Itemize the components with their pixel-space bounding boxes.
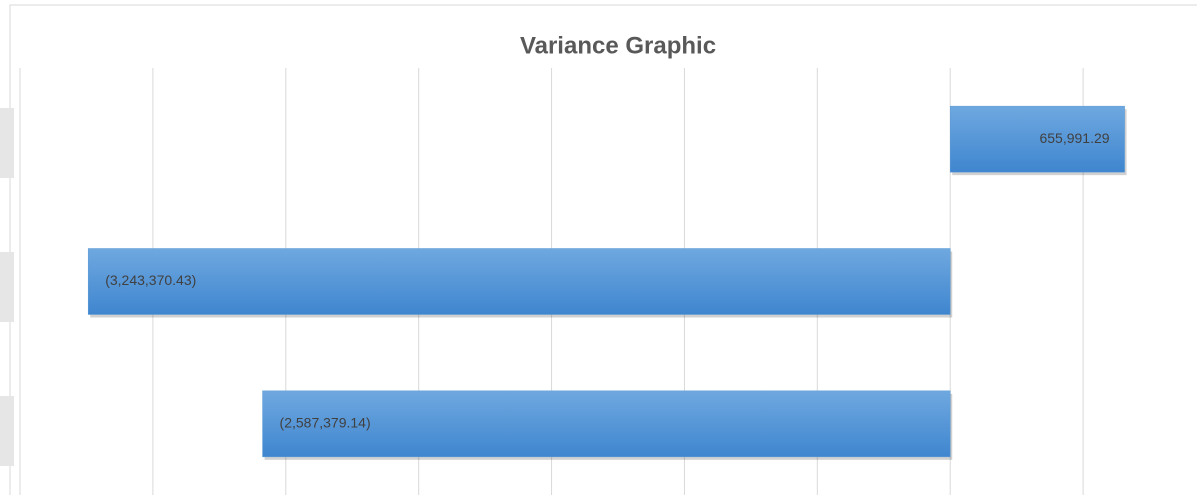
category-cell [0, 396, 14, 466]
data-label: 655,991.29 [1039, 130, 1109, 146]
category-cell [0, 108, 14, 178]
data-label: (2,587,379.14) [280, 415, 371, 431]
chart-title: Variance Graphic [520, 32, 716, 59]
data-label: (3,243,370.43) [105, 272, 196, 288]
category-cell [0, 252, 14, 322]
bar [949, 105, 1125, 173]
bar [262, 390, 951, 458]
bar [87, 248, 951, 315]
